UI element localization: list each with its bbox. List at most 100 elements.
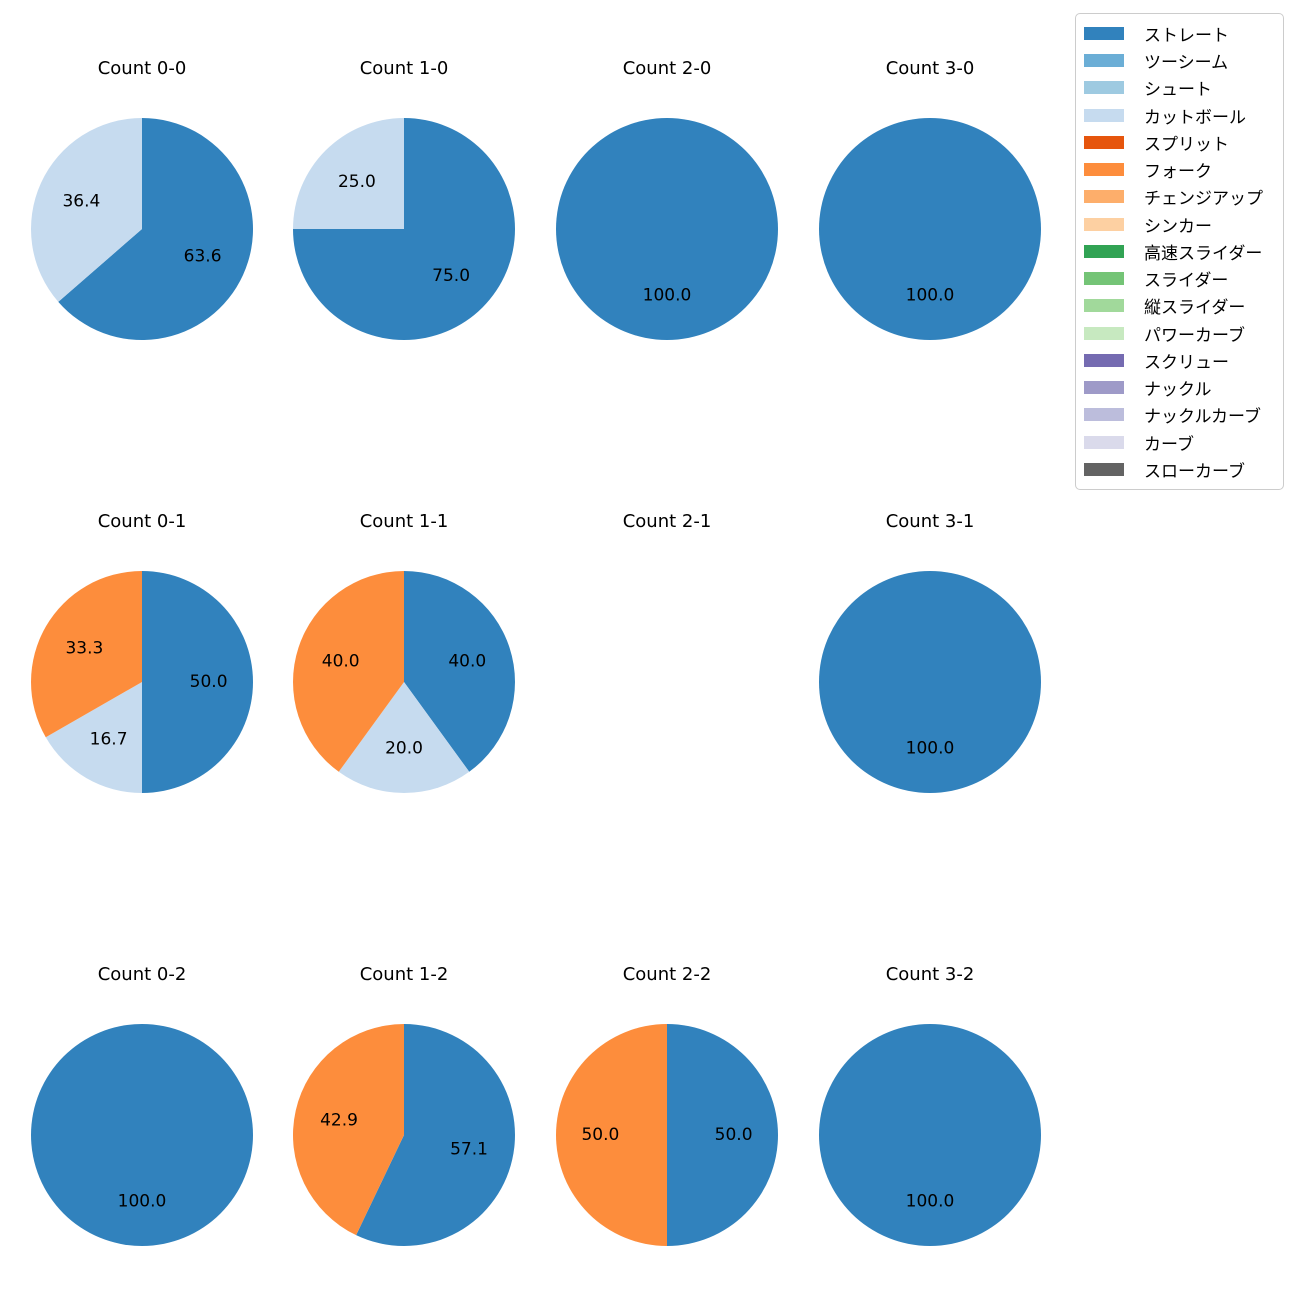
legend-label: チェンジアップ bbox=[1144, 189, 1263, 210]
pie-slice-percentage: 100.0 bbox=[906, 1192, 955, 1212]
legend: ストレートツーシームシュートカットボール スプリットフォークチェンジアップ シンカー… bbox=[1075, 13, 1284, 490]
legend-item: スローカーブ bbox=[1084, 457, 1275, 483]
legend-item: カーブ bbox=[1084, 429, 1275, 455]
legend-swatch-icon bbox=[1084, 244, 1124, 258]
legend-label: スクリュー bbox=[1144, 352, 1229, 373]
subplot-title: Count 3-0 bbox=[885, 58, 975, 79]
legend-label: ナックルカーブ bbox=[1144, 407, 1261, 428]
pie-chart: 57.1 42.9 bbox=[292, 1024, 515, 1246]
legend-swatch-icon bbox=[1084, 353, 1124, 367]
pie-slice-percentage: 100.0 bbox=[906, 286, 955, 306]
legend-item: ナックルカーブ bbox=[1084, 402, 1275, 428]
pie-slice-percentage: 50.0 bbox=[190, 672, 228, 692]
legend-label: スローカーブ bbox=[1144, 462, 1245, 483]
subplot-title: Count 1-2 bbox=[359, 964, 449, 985]
pie-slice-percentage: 36.4 bbox=[62, 191, 100, 211]
subplot-title: Count 2-0 bbox=[622, 58, 712, 79]
pie-chart: 100.0 bbox=[819, 571, 1041, 793]
legend-item: チェンジアップ bbox=[1084, 184, 1275, 210]
subplot-title: Count 0-1 bbox=[97, 511, 187, 532]
legend-item: ストレート bbox=[1084, 20, 1275, 46]
legend-label: スライダー bbox=[1144, 271, 1229, 292]
pie-slice bbox=[293, 571, 404, 772]
legend-swatch-icon bbox=[1084, 326, 1124, 340]
legend-item: スクリュー bbox=[1084, 347, 1275, 373]
pie-slice-percentage: 63.6 bbox=[184, 247, 222, 267]
legend-item: パワーカーブ bbox=[1084, 320, 1275, 346]
pie-slice-percentage: 100.0 bbox=[906, 739, 955, 759]
pie-chart: 50.0 50.0 bbox=[556, 1024, 778, 1246]
legend-item: シンカー bbox=[1084, 211, 1275, 237]
legend-item: シュート bbox=[1084, 75, 1275, 101]
pie-slice-percentage: 33.3 bbox=[65, 639, 103, 659]
pie-slice-percentage: 16.7 bbox=[90, 730, 128, 750]
pie-slice-percentage: 75.0 bbox=[432, 266, 470, 286]
pie-slice bbox=[819, 118, 1041, 340]
legend-item: スプリット bbox=[1084, 129, 1275, 155]
legend-label: シンカー bbox=[1144, 216, 1212, 237]
pie-slice-percentage: 20.0 bbox=[385, 739, 423, 759]
pie-slice bbox=[338, 682, 470, 793]
pie-slice-percentage: 50.0 bbox=[715, 1125, 753, 1145]
legend-swatch-icon bbox=[1084, 272, 1124, 286]
pie-slice-percentage: 100.0 bbox=[643, 286, 692, 306]
pie-slice-percentage: 40.0 bbox=[322, 651, 360, 671]
pie-slice bbox=[556, 1024, 667, 1246]
legend-item: 高速スライダー bbox=[1084, 238, 1275, 264]
legend-swatch-icon bbox=[1084, 108, 1124, 122]
legend-label: ストレート bbox=[1144, 25, 1229, 46]
legend-swatch-icon bbox=[1084, 190, 1124, 204]
pie-chart: 50.0 16.7 33.3 bbox=[31, 571, 253, 793]
pie-slice-percentage: 42.9 bbox=[320, 1110, 358, 1130]
legend-swatch-icon bbox=[1084, 435, 1124, 449]
pie-slice bbox=[819, 571, 1041, 793]
legend-item: ツーシーム bbox=[1084, 48, 1275, 74]
legend-item: ナックル bbox=[1084, 375, 1275, 401]
pie-slice bbox=[31, 571, 142, 738]
pie-slice-percentage: 40.0 bbox=[448, 651, 486, 671]
legend-label: 高速スライダー bbox=[1144, 243, 1263, 264]
pie-slice bbox=[31, 118, 143, 302]
pie-slice bbox=[58, 118, 254, 340]
subplot-title: Count 0-2 bbox=[97, 964, 187, 985]
legend-label: カットボール bbox=[1144, 107, 1246, 128]
pie-slice bbox=[293, 118, 404, 229]
legend-swatch-icon bbox=[1084, 26, 1124, 40]
legend-label: ツーシーム bbox=[1144, 53, 1229, 74]
pie-slice-percentage: 57.1 bbox=[450, 1140, 488, 1160]
subplot-title: Count 2-2 bbox=[622, 964, 712, 985]
legend-label: スプリット bbox=[1144, 134, 1229, 155]
pie-chart: 100.0 bbox=[819, 118, 1041, 340]
pie-chart: 40.0 20.0 40.0 bbox=[293, 571, 515, 793]
pie-slice bbox=[819, 1024, 1041, 1246]
subplot-title: Count 1-1 bbox=[359, 511, 449, 532]
legend-swatch-icon bbox=[1084, 408, 1124, 422]
legend-item: カットボール bbox=[1084, 102, 1275, 128]
pie-chart: 100.0 bbox=[819, 1024, 1041, 1246]
legend-label: 縦スライダー bbox=[1144, 298, 1246, 319]
legend-swatch-icon bbox=[1084, 299, 1124, 313]
legend-label: フォーク bbox=[1144, 162, 1212, 183]
legend-swatch-icon bbox=[1084, 81, 1124, 95]
legend-swatch-icon bbox=[1084, 381, 1124, 395]
pie-slice bbox=[404, 571, 515, 772]
legend-label: カーブ bbox=[1144, 434, 1194, 455]
pie-slice-percentage: 50.0 bbox=[581, 1125, 619, 1145]
pie-chart: 100.0 bbox=[31, 1024, 253, 1246]
pie-slice bbox=[142, 571, 253, 793]
legend-swatch-icon bbox=[1084, 217, 1124, 231]
subplot-title: Count 3-2 bbox=[885, 964, 975, 985]
pie-slice bbox=[556, 118, 778, 340]
legend-label: シュート bbox=[1144, 80, 1212, 101]
legend-item: 縦スライダー bbox=[1084, 293, 1275, 319]
pie-slice-percentage: 100.0 bbox=[118, 1192, 167, 1212]
pie-slice bbox=[292, 1024, 404, 1236]
pie-slice bbox=[356, 1024, 515, 1246]
pie-slice bbox=[31, 1024, 253, 1246]
pie-slice bbox=[45, 682, 142, 793]
legend-item: フォーク bbox=[1084, 157, 1275, 183]
legend-item: スライダー bbox=[1084, 266, 1275, 292]
pie-chart: 75.0 25.0 bbox=[293, 118, 515, 340]
pie-chart: 63.6 36.4 bbox=[31, 118, 254, 340]
